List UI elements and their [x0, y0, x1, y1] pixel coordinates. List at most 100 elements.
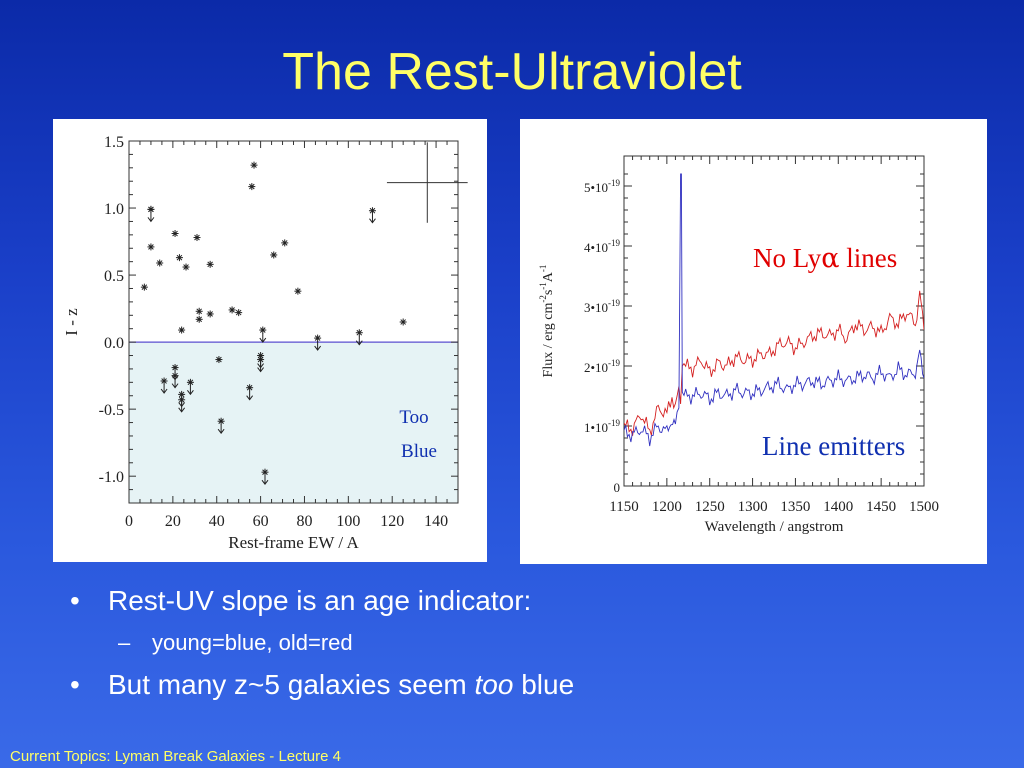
scatter-plot-panel: 0 20 40 60 80 100 120 140 1.5 1.0 0.5 0.0 -0.5 -1.0 Re…: [53, 119, 487, 562]
data-point: [250, 161, 258, 169]
star-stroke: [148, 244, 154, 250]
footer-text: Current Topics: Lyman Break Galaxies - L…: [10, 748, 341, 765]
y-tick-label: -0.5: [99, 402, 124, 419]
data-point: [294, 287, 302, 295]
dash-marker: –: [118, 630, 131, 655]
ylabel-part: Flux / erg cm: [541, 303, 556, 378]
star-stroke: [259, 327, 266, 333]
y-axis-label: I - z: [62, 308, 81, 336]
data-point: [147, 243, 155, 251]
region-label: Too: [399, 407, 428, 428]
y-tick-base: 5•10: [584, 180, 608, 195]
spectrum-plot-panel: 1150 1200 1250 1300 1350 1400 1450 1500 5•10-19 4…: [520, 119, 987, 564]
x-tick-label: 1450: [866, 499, 896, 515]
arrow-head: [246, 395, 254, 401]
star-stroke: [216, 356, 222, 363]
data-point: [215, 356, 223, 364]
arrow-head: [178, 407, 186, 413]
star-stroke: [400, 319, 406, 325]
data-point: [156, 259, 164, 267]
x-tick-label: 1350: [780, 499, 810, 515]
y-tick-label: 2•10-19: [584, 358, 621, 375]
star-stroke: [156, 260, 163, 266]
upper-limit-point: [178, 396, 186, 413]
star-stroke: [207, 311, 213, 317]
x-axis-label: Rest-frame EW / A: [228, 533, 359, 552]
data-point: [270, 251, 278, 259]
arrow-head: [369, 218, 376, 224]
data-point: [281, 239, 289, 247]
upper-limit-point: [217, 417, 225, 435]
star-stroke: [161, 378, 167, 384]
slide-title: The Rest-Ultraviolet: [282, 43, 742, 101]
upper-limit-point: [160, 377, 168, 394]
y-tick-label: 3•10-19: [584, 298, 621, 315]
y-tick-base: 2•10: [584, 360, 608, 375]
star-stroke: [178, 327, 185, 333]
bullet-emphasis: too: [474, 669, 514, 700]
sub-bullet-text: young=blue, old=red: [152, 630, 353, 655]
star-stroke: [196, 316, 202, 323]
y-tick-base: 3•10: [584, 300, 608, 315]
star-stroke: [194, 234, 200, 241]
star-stroke: [172, 364, 178, 371]
y-tick-exponent: -19: [608, 238, 620, 248]
y-tick-label: 1•10-19: [584, 418, 621, 435]
data-point: [178, 326, 186, 334]
star-stroke: [249, 183, 255, 190]
arrow-head: [259, 337, 267, 343]
star-stroke: [251, 162, 257, 168]
bullet-text: Rest-UV slope is an age indicator:: [108, 585, 532, 616]
x-tick-label: 1150: [609, 499, 638, 515]
region-label: Blue: [401, 441, 437, 462]
star-stroke: [369, 207, 376, 214]
ylabel-sup: -1: [538, 265, 548, 273]
red-spectrum-line: [624, 290, 924, 436]
data-point: [206, 310, 214, 318]
bullet-marker: •: [70, 669, 80, 700]
star-stroke: [235, 309, 242, 316]
star-stroke: [262, 469, 268, 475]
upper-limit-point: [259, 326, 267, 343]
upper-limit-point: [368, 207, 376, 224]
arrow-head: [147, 217, 155, 223]
arrow-head: [261, 479, 269, 485]
plot-frame: [623, 155, 925, 487]
ylabel-part: A: [541, 271, 556, 282]
y-tick-label: 1.5: [104, 134, 124, 151]
y-tick-label: 0.0: [104, 335, 124, 352]
bullet-text-end: blue: [513, 669, 575, 700]
data-point: [140, 283, 148, 291]
data-point: [228, 306, 236, 314]
x-tick-label: 100: [336, 513, 360, 530]
data-point: [399, 318, 407, 326]
y-tick-exponent: -19: [608, 298, 620, 308]
upper-limit-point: [314, 334, 322, 351]
y-tick-label: -1.0: [99, 469, 124, 486]
star-stroke: [183, 264, 189, 270]
star-stroke: [141, 284, 148, 290]
y-tick-label: 5•10-19: [584, 178, 621, 195]
x-tick-label: 80: [296, 513, 312, 530]
star-stroke: [281, 240, 288, 246]
star-stroke: [178, 391, 185, 398]
data-point: [193, 234, 201, 242]
star-stroke: [148, 206, 154, 213]
y-tick-label: 0: [614, 480, 621, 495]
sub-bullet-item: – young=blue, old=red: [118, 630, 353, 656]
alpha-symbol: α: [821, 243, 839, 274]
y-tick-label: 1.0: [104, 201, 124, 218]
scatter-plot: 0 20 40 60 80 100 120 140 1.5 1.0 0.5 0.0 -0.5 -1.0 Re…: [62, 134, 468, 552]
y-axis-label: Flux / erg cm-2s-1A-1: [538, 265, 556, 378]
ylabel-sup: -2: [538, 295, 548, 303]
upper-limit-point: [147, 205, 155, 223]
x-tick-label: 0: [125, 513, 133, 530]
ylabel-part: s: [541, 290, 556, 295]
blue-spectrum-line: [624, 173, 924, 447]
x-tick-label: 1300: [738, 499, 768, 515]
star-stroke: [207, 261, 213, 268]
star-stroke: [356, 329, 363, 336]
data-point: [206, 260, 214, 268]
x-tick-label: 40: [209, 513, 225, 530]
x-tick-label: 1500: [909, 499, 939, 515]
